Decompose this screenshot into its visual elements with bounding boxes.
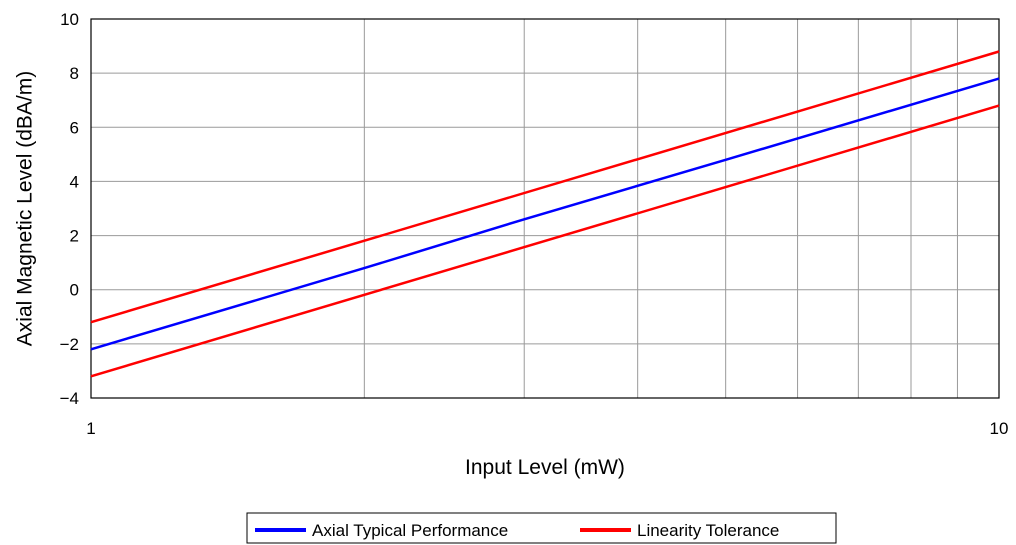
x-tick-label: 10 [990,419,1009,438]
series-line-linearity-tolerance-lower [90,104,1000,378]
y-axis-ticks: 10 8 6 4 2 0 −2 −4 [60,10,79,408]
y-tick-label: 8 [70,64,79,83]
y-tick-label: −2 [60,335,79,354]
x-tick-label: 1 [86,419,95,438]
series-line-linearity-tolerance [90,50,1000,324]
legend-label-linearity-tolerance: Linearity Tolerance [637,521,779,540]
y-axis-title: Axial Magnetic Level (dBA/m) [13,71,36,346]
series-line-axial-typical-performance [90,77,1000,351]
y-tick-label: 10 [60,10,79,29]
legend-box [246,512,837,544]
x-axis-ticks: 1 10 [86,419,1008,438]
legend: Axial Typical Performance Linearity Tole… [246,512,837,544]
grid [91,19,999,398]
legend-label-axial-typical-performance: Axial Typical Performance [312,521,508,540]
y-tick-label: −4 [60,389,79,408]
plot-area [90,18,1000,399]
y-tick-label: 2 [70,227,79,246]
y-tick-label: 4 [70,172,79,191]
y-tick-label: 6 [70,118,79,137]
y-tick-label: 0 [70,281,79,300]
series [90,50,1000,378]
x-axis-title: Input Level (mW) [465,456,625,479]
